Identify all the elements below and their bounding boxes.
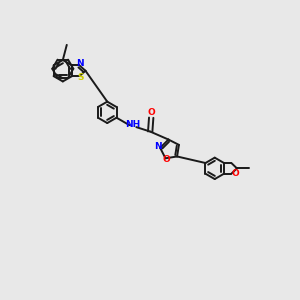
Text: S: S	[77, 73, 84, 82]
Text: O: O	[163, 155, 170, 164]
Text: NH: NH	[125, 120, 140, 129]
Text: O: O	[232, 169, 239, 178]
Text: N: N	[154, 142, 162, 152]
Text: N: N	[76, 59, 83, 68]
Text: O: O	[147, 108, 155, 117]
